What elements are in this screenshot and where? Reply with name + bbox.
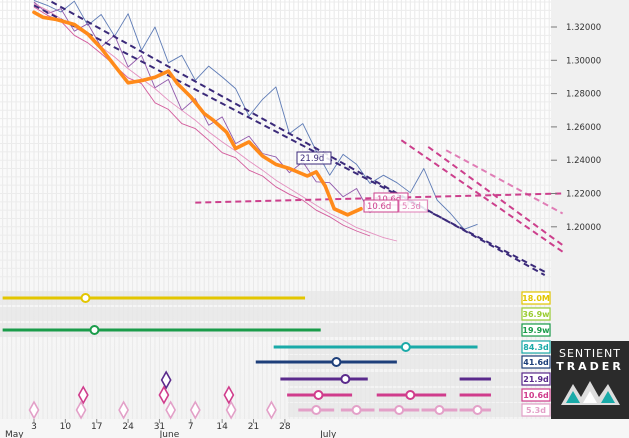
legend-tag-box <box>521 403 551 417</box>
x-tick-label: 14 <box>216 422 228 432</box>
x-axis-strip <box>0 419 629 438</box>
legend-tag-label: 41.6d <box>523 358 549 367</box>
month-label: June <box>159 430 180 438</box>
month-label: July <box>319 430 337 438</box>
trough-markers <box>28 370 277 420</box>
trough-diamond-marker <box>266 400 277 420</box>
price-line <box>32 10 363 217</box>
line-tag-box <box>398 199 428 213</box>
y-axis-ticks: 1.32000 1.30000 1.28000 1.26000 1.24000 1.220… <box>551 23 601 233</box>
cycle-bar-marker <box>311 405 322 415</box>
legend-tag-box <box>521 323 551 337</box>
legend-tag-box <box>521 388 551 402</box>
legend-tag-label: 19.9w <box>522 326 550 335</box>
cycle-bar-marker <box>394 405 405 415</box>
cycle-bar-marker <box>89 325 100 335</box>
cycle-bar-marker <box>434 405 445 415</box>
line-tag-box <box>363 199 399 213</box>
x-tick-label: 17 <box>91 422 102 432</box>
y-tick-label: 1.20000 <box>566 223 601 233</box>
trough-diamond-marker <box>75 400 87 420</box>
y-tick-label: 1.30000 <box>566 56 601 66</box>
trough-diamond-marker <box>28 400 40 420</box>
y-tick-label: 1.26000 <box>566 123 601 133</box>
legend-tag-label: 21.9d <box>523 375 549 384</box>
x-tick-label: 24 <box>122 422 134 432</box>
trend-line <box>33 4 546 273</box>
y-tick-label: 1.32000 <box>566 23 601 33</box>
trough-diamond-marker <box>118 400 130 420</box>
legend-tag-label: 5.3d <box>526 406 546 415</box>
trough-diamond-marker <box>158 385 170 405</box>
legend-tag-box <box>521 291 551 305</box>
envelope-lines <box>33 0 478 242</box>
trough-diamond-marker <box>223 385 235 405</box>
legend-tag-label: 36.9w <box>522 310 550 319</box>
legend-tag-box <box>521 355 551 369</box>
envelope-line <box>33 1 384 214</box>
logo-triangle-white-icon <box>583 391 597 403</box>
cycle-bar-marker <box>80 293 91 303</box>
legend-tag-box <box>521 340 551 354</box>
price-series-line <box>32 10 363 217</box>
x-tick-label: 7 <box>188 422 194 432</box>
cycle-bar-marker <box>351 405 362 415</box>
trough-diamond-marker <box>165 400 177 420</box>
cycle-bar-band <box>288 355 551 369</box>
legend-tag-label: 10.6d <box>523 391 549 400</box>
cycle-bar-marker <box>331 357 342 367</box>
logo-triangle-teal-icon <box>566 391 580 403</box>
trough-diamond-marker <box>189 400 201 420</box>
line-tag-label: 21.9d <box>300 154 324 164</box>
trend-line <box>46 0 546 276</box>
y-tick-label: 1.28000 <box>566 90 601 100</box>
sentient-trader-logo: SENTIENT TRADER <box>551 341 629 419</box>
cycle-legend: 18.0M 36.9w 19.9w 84.3d 41.6d 21.9d 10.6d 5.3d <box>521 291 551 417</box>
cycle-bar-marker <box>472 405 483 415</box>
envelope-line <box>33 0 478 230</box>
x-tick-label: 3 <box>31 422 37 432</box>
trend-line <box>400 139 564 253</box>
cycle-bar-marker <box>400 342 411 352</box>
line-tag-label: 5.3d <box>402 202 421 212</box>
legend-tag-box <box>521 307 551 321</box>
line-tag-label: 10.6d <box>367 202 391 212</box>
cycle-bars <box>2 293 491 415</box>
trend-line <box>445 149 564 215</box>
x-tick-label: 28 <box>279 422 291 432</box>
cycle-bar-band <box>288 372 551 386</box>
legend-tag-label: 84.3d <box>523 343 549 352</box>
x-tick-label: 10 <box>60 422 72 432</box>
cycle-bar-band <box>0 307 551 321</box>
trough-diamond-marker <box>77 385 89 405</box>
month-label: May <box>5 430 24 438</box>
x-tick-label: 21 <box>248 422 259 432</box>
trough-diamond-marker <box>160 370 172 390</box>
logo-line2: TRADER <box>556 360 624 373</box>
envelope-line <box>33 6 371 237</box>
logo-line1: SENTIENT <box>559 347 621 360</box>
cycle-bar-marker <box>313 390 324 400</box>
logo-background <box>551 341 629 419</box>
legend-tag-label: 18.0M <box>522 294 550 303</box>
x-axis-ticks: 3 10 17 24 31 7 14 21 28 May June July <box>5 419 337 438</box>
line-tag-box <box>296 151 332 165</box>
x-tick-label: 31 <box>154 422 165 432</box>
y-tick-label: 1.22000 <box>566 190 601 200</box>
legend-tag-box <box>521 372 551 386</box>
cycle-bar-marker <box>405 390 416 400</box>
trough-diamond-marker <box>225 400 237 420</box>
y-tick-label: 1.24000 <box>566 156 601 166</box>
logo-triangle-teal-icon <box>601 391 615 403</box>
cycle-bar-marker <box>340 374 351 384</box>
